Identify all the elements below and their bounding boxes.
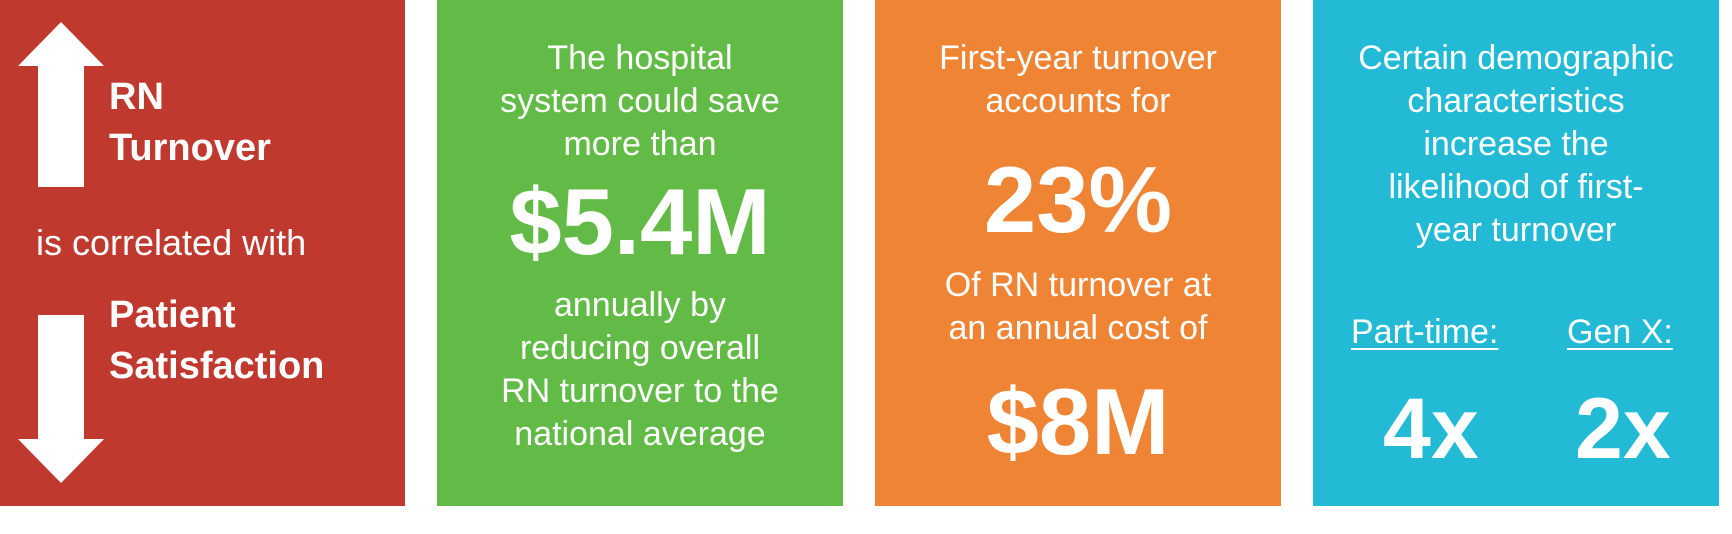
gen-x-multiplier: 2x <box>1575 381 1671 477</box>
savings-figure: $5.4M <box>509 169 771 274</box>
turnover-percent: 23% <box>983 147 1173 252</box>
part-time-multiplier: 4x <box>1383 381 1479 477</box>
rn-turnover-label: RN Turnover <box>109 76 271 169</box>
arrow-up-icon <box>18 22 104 187</box>
savings-outro-text: annually by reducing overall RN turnover… <box>501 286 779 453</box>
correlation-panel: RN Turnover is correlated with Patient S… <box>0 0 405 506</box>
part-time-label: Part-time: <box>1351 313 1499 351</box>
demographics-panel: Certain demographic characteristics incr… <box>1313 0 1719 506</box>
arrow-down-icon <box>18 315 104 483</box>
first-year-turnover-panel: First-year turnover accounts for 23% Of … <box>875 0 1281 506</box>
annual-cost-figure: $8M <box>986 369 1170 474</box>
savings-intro-text: The hospital system could save more than <box>500 39 780 163</box>
savings-panel: The hospital system could save more than… <box>437 0 843 506</box>
annual-cost-text: Of RN turnover at an annual cost of <box>944 266 1212 347</box>
demographics-intro-text: Certain demographic characteristics incr… <box>1358 39 1674 249</box>
correlated-with-text: is correlated with <box>36 222 307 263</box>
patient-satisfaction-label: Patient Satisfaction <box>109 294 325 387</box>
gen-x-label: Gen X: <box>1567 313 1673 351</box>
first-year-intro-text: First-year turnover accounts for <box>939 39 1217 120</box>
